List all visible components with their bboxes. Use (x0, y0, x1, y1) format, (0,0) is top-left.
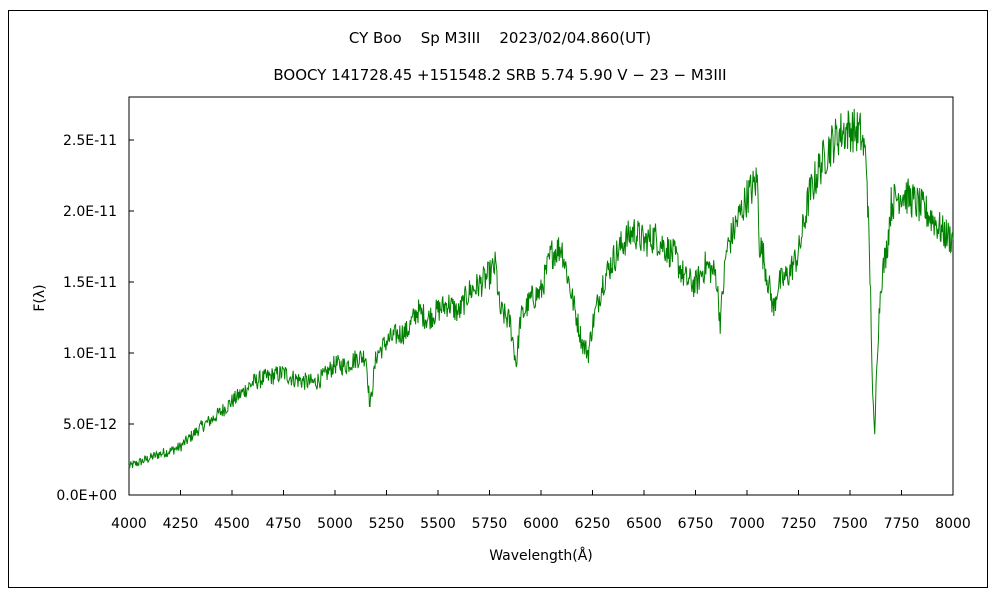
x-axis: 4000 4250 4500 4750 5000 5250 5500 5750 6000 6250… (111, 490, 971, 532)
x-axis-label: Wavelength(Å) (489, 547, 593, 564)
chart-subtitle: BOOCY 141728.45 +151548.2 SRB 5.74 5.90 … (273, 66, 727, 84)
x-tick-label: 4750 (266, 516, 302, 532)
y-tick-label: 0.0E+00 (56, 488, 117, 504)
x-tick-label: 5500 (420, 516, 456, 532)
y-tick-label: 1.5E-11 (63, 275, 117, 291)
x-tick-label: 4000 (111, 516, 147, 532)
y-tick-label: 2.0E-11 (63, 204, 117, 220)
x-tick-label: 7500 (832, 516, 868, 532)
chart-title: CY Boo Sp M3III 2023/02/04.860(UT) (348, 29, 652, 47)
y-tick-label: 2.5E-11 (63, 133, 117, 149)
x-tick-label: 4250 (163, 516, 199, 532)
x-tick-label: 6500 (626, 516, 662, 532)
y-tick-label: 1.0E-11 (63, 346, 117, 362)
x-tick-label: 5000 (317, 516, 353, 532)
x-tick-label: 4500 (214, 516, 250, 532)
x-tick-label: 6250 (575, 516, 611, 532)
y-axis-label: F(λ) (32, 284, 48, 311)
x-tick-label: 6000 (523, 516, 559, 532)
x-tick-label: 5750 (472, 516, 508, 532)
y-tick-label: 5.0E-12 (63, 417, 117, 433)
x-tick-label: 7000 (729, 516, 765, 532)
x-tick-label: 8000 (935, 516, 971, 532)
x-tick-label: 7750 (884, 516, 920, 532)
y-axis: 0.0E+00 5.0E-12 1.0E-11 1.5E-11 2.0E-11 2.5E-… (56, 133, 134, 504)
plot-area (128, 96, 954, 496)
x-tick-label: 6750 (678, 516, 714, 532)
spectrum-line (128, 108, 954, 469)
x-tick-label: 7250 (781, 516, 817, 532)
x-tick-label: 5250 (369, 516, 405, 532)
